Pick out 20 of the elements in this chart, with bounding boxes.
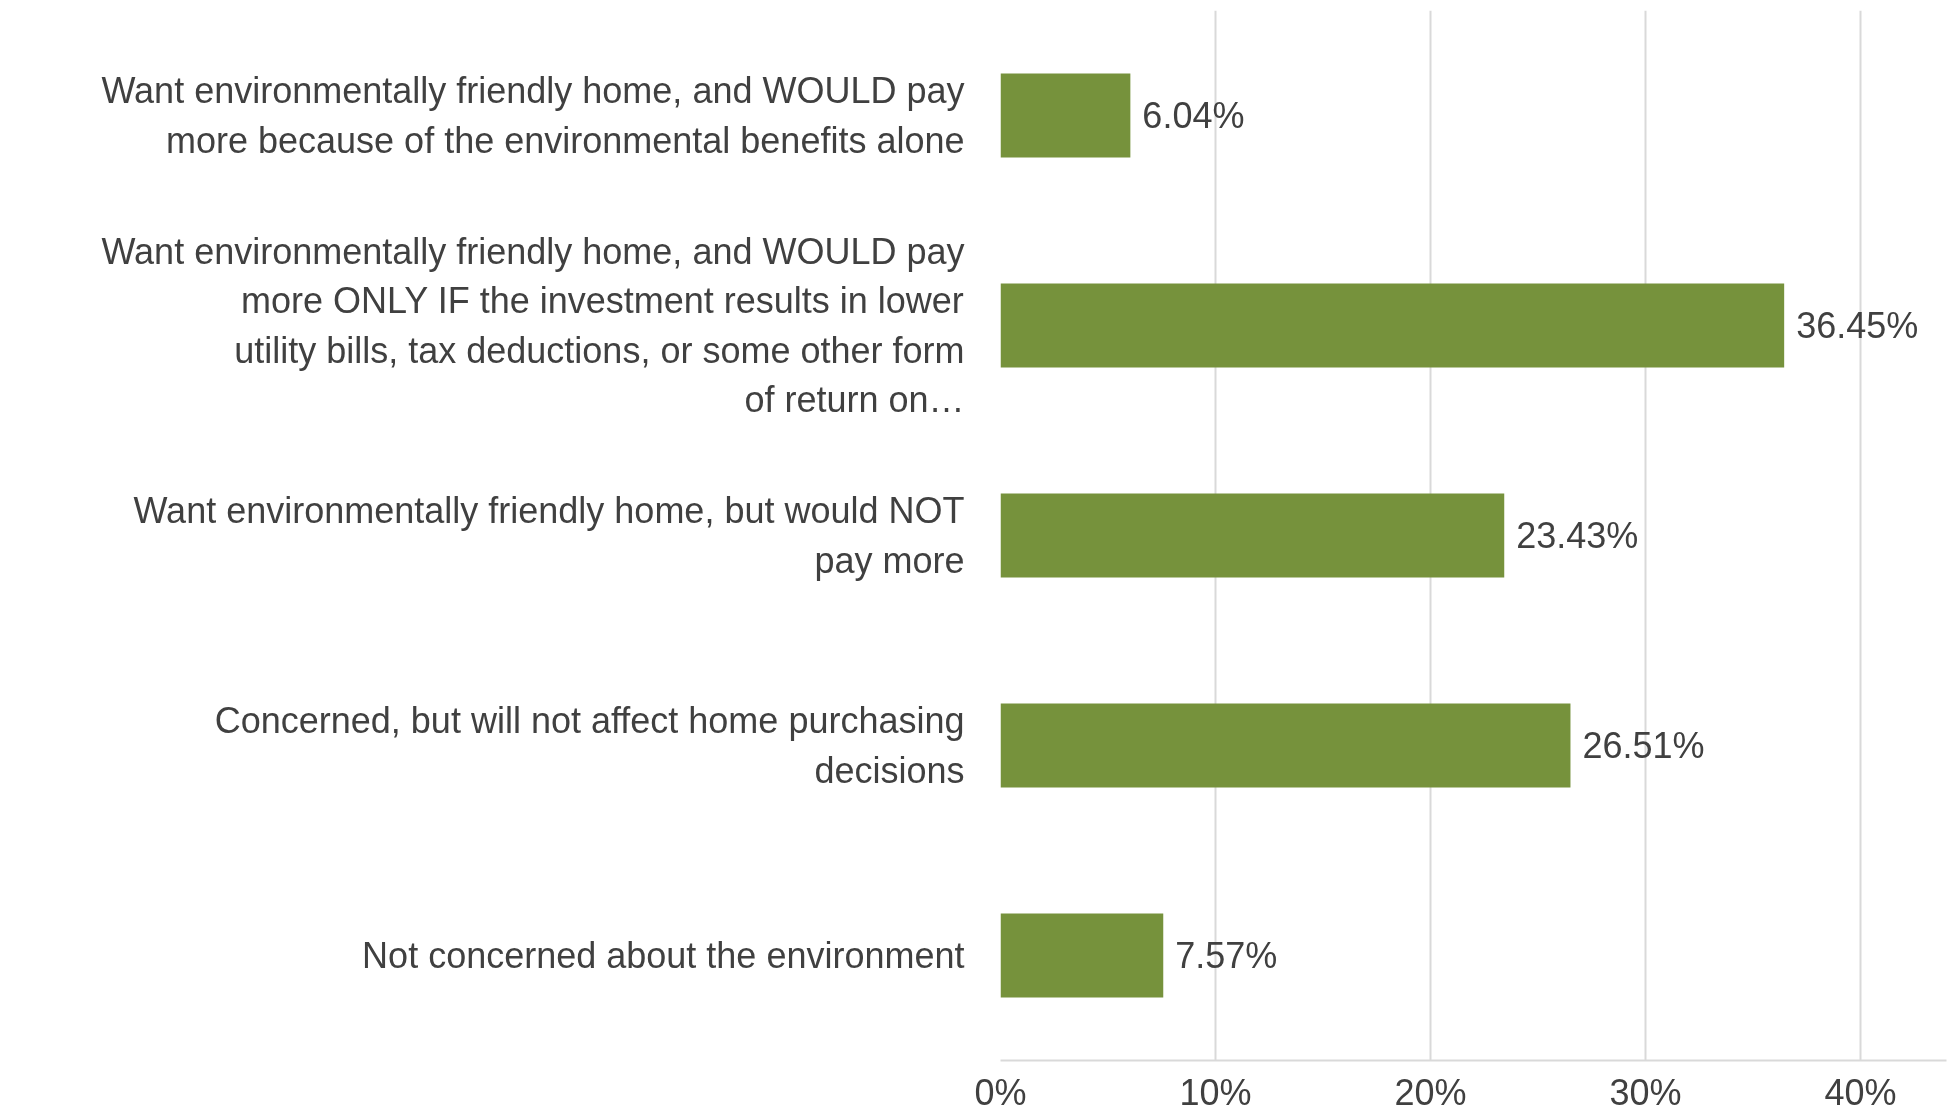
data-label: 36.45%	[1796, 305, 1919, 346]
bar	[1000, 703, 1571, 788]
bar	[1000, 73, 1131, 158]
y-tick-label: Not concerned about the environment	[362, 935, 965, 976]
bar	[1000, 913, 1164, 998]
x-tick-label: 40%	[1824, 1071, 1897, 1113]
x-tick-label: 30%	[1609, 1071, 1682, 1113]
data-label: 7.57%	[1175, 935, 1278, 976]
data-label: 26.51%	[1582, 725, 1705, 766]
data-label: 6.04%	[1142, 95, 1245, 136]
y-tick-label: Concerned, but will not affect home purchasing decisions	[214, 700, 965, 791]
data-label: 23.43%	[1516, 515, 1639, 556]
x-tick-label: 0%	[974, 1071, 1027, 1113]
y-tick-label: Want environmentally friendly home, but would NOT pay more	[133, 490, 965, 581]
y-tick-label: Want environmentally friendly home, and WOULD pay more ONLY IF the investment results in lower utility bills, tax deductions, or some other form of return on…	[101, 231, 965, 420]
bar	[1000, 493, 1505, 578]
x-tick-label: 10%	[1179, 1071, 1252, 1113]
x-tick-label: 20%	[1394, 1071, 1467, 1113]
bar	[1000, 283, 1785, 368]
y-tick-label: Want environmentally friendly home, and WOULD pay more because of the environmental benefits alone	[101, 70, 965, 161]
